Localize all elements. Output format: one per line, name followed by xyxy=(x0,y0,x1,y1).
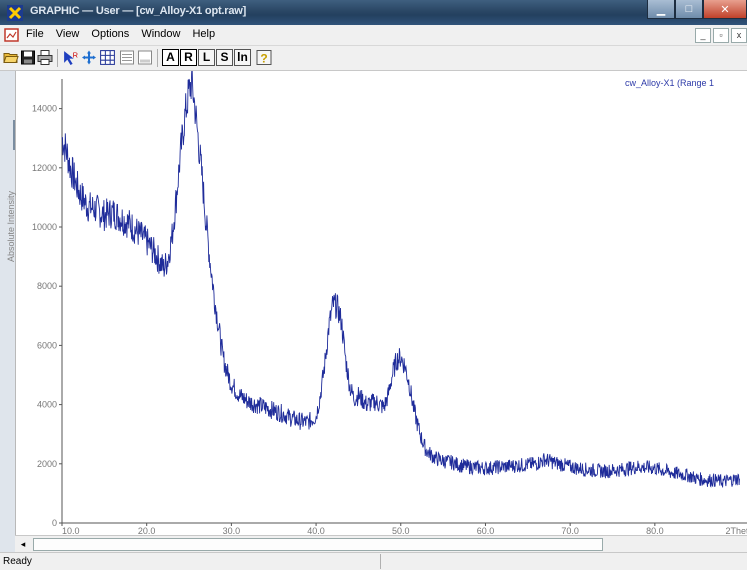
window-controls: ▁ □ ✕ xyxy=(647,0,747,20)
x-tick-label: 60.0 xyxy=(477,526,495,535)
left-frame-marker xyxy=(13,120,16,150)
maximize-icon: □ xyxy=(685,3,693,15)
toolbar-separator xyxy=(57,49,58,67)
x-tick-label: 30.0 xyxy=(223,526,241,535)
minimize-button[interactable]: ▁ xyxy=(647,0,675,19)
toolbar-s-button[interactable]: S xyxy=(216,49,233,66)
y-tick-label: 6000 xyxy=(37,340,57,350)
x-tick-label: 70.0 xyxy=(561,526,579,535)
y-tick-label: 8000 xyxy=(37,281,57,291)
x-tick-label: 10.0 xyxy=(62,526,80,535)
save-icon[interactable] xyxy=(20,49,36,66)
help-icon[interactable]: ? xyxy=(256,49,272,66)
x-tick-label: 50.0 xyxy=(392,526,410,535)
mdi-minimize-button[interactable]: _ xyxy=(695,28,711,43)
toolbar: R A R L S ln ? xyxy=(0,46,747,71)
toolbar-l-button[interactable]: L xyxy=(198,49,215,66)
mdi-close-button[interactable]: x xyxy=(731,28,747,43)
maximize-button[interactable]: □ xyxy=(675,0,703,19)
chart-svg: 0 2000 4000 6000 8000 10000 12000 14000 10.0 20.0… xyxy=(32,71,747,535)
cursor-icon[interactable]: R xyxy=(62,49,79,66)
x-tick-label: 2Theta xyxy=(726,526,747,535)
x-tick-label: 40.0 xyxy=(307,526,325,535)
horizontal-scrollbar[interactable]: ◂ xyxy=(15,535,747,552)
list-icon[interactable] xyxy=(119,49,135,66)
menu-file[interactable]: File xyxy=(26,28,44,40)
open-icon[interactable] xyxy=(3,49,19,66)
legend-label: cw_Alloy-X1 (Range 1 xyxy=(625,78,715,88)
toolbar-separator xyxy=(157,49,158,67)
x-tick-label: 20.0 xyxy=(138,526,156,535)
status-bar: Ready xyxy=(0,552,747,570)
plot-area[interactable]: 0 2000 4000 6000 8000 10000 12000 14000 10.0 20.0… xyxy=(15,71,747,535)
grid-icon[interactable] xyxy=(99,49,116,66)
y-tick-label: 12000 xyxy=(32,163,57,173)
window-icon[interactable] xyxy=(137,49,153,66)
app-logo-icon xyxy=(7,5,23,21)
close-button[interactable]: ✕ xyxy=(703,0,747,19)
status-text: Ready xyxy=(3,556,32,567)
menu-bar: File View Options Window Help _ ▫ x xyxy=(0,25,747,46)
scrollbar-thumb[interactable] xyxy=(33,538,603,551)
svg-text:R: R xyxy=(73,51,79,60)
menu-view[interactable]: View xyxy=(55,28,80,40)
y-tick-label: 4000 xyxy=(37,400,57,410)
menu-items: File View Options Window Help xyxy=(26,28,215,40)
toolbar-ln-button[interactable]: ln xyxy=(234,49,251,66)
status-divider xyxy=(380,554,381,569)
y-tick-label: 14000 xyxy=(32,104,57,114)
y-tick-label: 10000 xyxy=(32,222,57,232)
minimize-icon: ▁ xyxy=(656,3,666,16)
toolbar-r-button[interactable]: R xyxy=(180,49,197,66)
menu-help[interactable]: Help xyxy=(192,28,216,40)
y-tick-label: 0 xyxy=(52,518,57,528)
close-icon: ✕ xyxy=(720,3,730,16)
y-tick-label: 2000 xyxy=(37,459,57,469)
window-title: GRAPHIC — User — [cw_Alloy-X1 opt.raw] xyxy=(30,5,247,17)
left-frame xyxy=(0,71,15,552)
svg-text:?: ? xyxy=(260,52,267,66)
toolbar-a-button[interactable]: A xyxy=(162,49,179,66)
y-axis-label: Absolute Intensity xyxy=(6,190,16,262)
x-tick-label: 80.0 xyxy=(646,526,664,535)
menu-options[interactable]: Options xyxy=(91,28,130,40)
print-icon[interactable] xyxy=(37,49,53,66)
mdi-restore-button[interactable]: ▫ xyxy=(713,28,729,43)
title-bar: GRAPHIC — User — [cw_Alloy-X1 opt.raw] ▁… xyxy=(0,0,747,25)
scroll-left-icon[interactable]: ◂ xyxy=(20,539,26,549)
move-icon[interactable] xyxy=(81,49,97,66)
document-icon[interactable] xyxy=(4,27,20,43)
menu-window[interactable]: Window xyxy=(141,28,181,40)
series-line xyxy=(61,71,740,488)
mdi-controls: _ ▫ x xyxy=(695,28,747,43)
